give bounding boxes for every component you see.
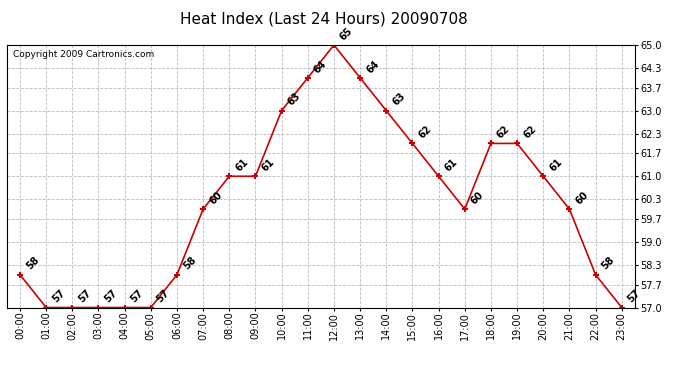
Text: 61: 61 [443,157,460,174]
Text: 61: 61 [233,157,250,174]
Text: 60: 60 [573,190,590,206]
Text: 57: 57 [129,288,146,305]
Text: 64: 64 [312,58,328,75]
Text: 62: 62 [495,124,512,141]
Text: 58: 58 [600,255,616,272]
Text: 60: 60 [207,190,224,206]
Text: 65: 65 [338,26,355,42]
Text: 57: 57 [103,288,119,305]
Text: 62: 62 [521,124,538,141]
Text: 57: 57 [77,288,93,305]
Text: 57: 57 [155,288,172,305]
Text: 58: 58 [24,255,41,272]
Text: 61: 61 [259,157,276,174]
Text: 64: 64 [364,58,381,75]
Text: 62: 62 [417,124,433,141]
Text: 57: 57 [626,288,642,305]
Text: 63: 63 [286,91,302,108]
Text: Heat Index (Last 24 Hours) 20090708: Heat Index (Last 24 Hours) 20090708 [180,11,469,26]
Text: 63: 63 [391,91,407,108]
Text: 57: 57 [50,288,67,305]
Text: Copyright 2009 Cartronics.com: Copyright 2009 Cartronics.com [13,50,155,59]
Text: 58: 58 [181,255,198,272]
Text: 60: 60 [469,190,486,206]
Text: 61: 61 [547,157,564,174]
